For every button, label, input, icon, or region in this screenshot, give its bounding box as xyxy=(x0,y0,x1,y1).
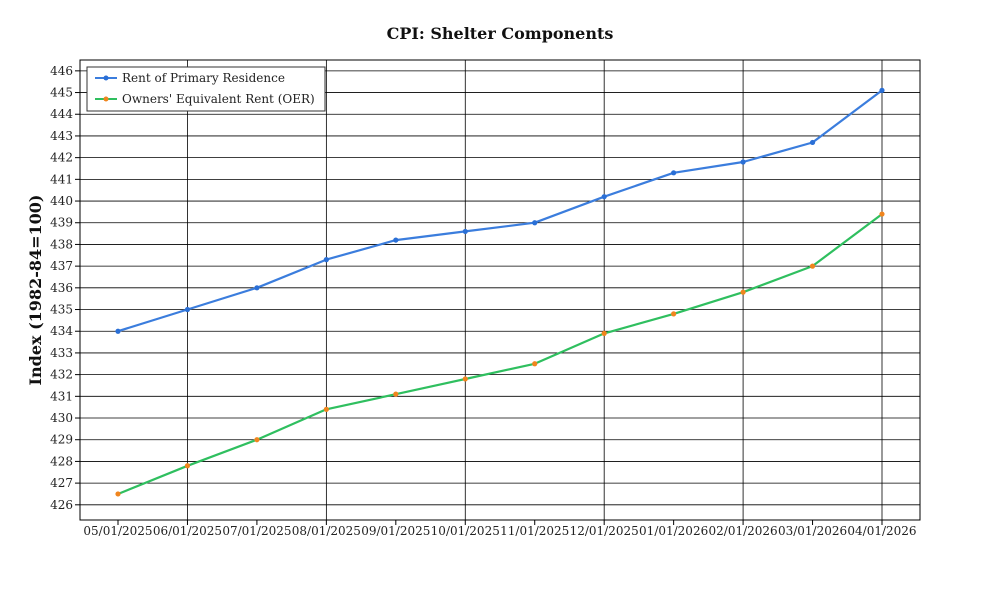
y-tick-label: 442 xyxy=(50,151,73,165)
data-point xyxy=(393,237,399,243)
data-point xyxy=(601,194,607,200)
y-tick-label: 426 xyxy=(50,498,73,512)
y-tick-label: 443 xyxy=(50,129,73,143)
y-tick-label: 431 xyxy=(50,389,73,403)
data-point xyxy=(532,220,538,226)
x-tick-label: 09/01/2025 xyxy=(361,524,430,538)
data-point xyxy=(184,306,191,313)
data-point xyxy=(323,406,329,412)
data-point xyxy=(809,139,816,146)
legend-label-oer: Owners' Equivalent Rent (OER) xyxy=(122,92,315,106)
y-tick-label: 432 xyxy=(50,368,73,382)
series-layer xyxy=(115,87,885,497)
x-tick-label: 08/01/2025 xyxy=(292,524,361,538)
data-point xyxy=(115,328,121,334)
data-point xyxy=(879,211,885,217)
y-tick-label: 444 xyxy=(50,107,73,121)
y-tick-label: 434 xyxy=(50,324,73,338)
x-tick-label: 10/01/2025 xyxy=(431,524,500,538)
data-point xyxy=(740,159,746,165)
x-tick-label: 07/01/2025 xyxy=(222,524,291,538)
chart-title: CPI: Shelter Components xyxy=(387,24,614,43)
x-tick-label: 04/01/2026 xyxy=(847,524,916,538)
x-tick-label: 01/01/2026 xyxy=(639,524,708,538)
data-point xyxy=(671,311,677,317)
x-tick-label: 03/01/2026 xyxy=(778,524,847,538)
y-tick-label: 435 xyxy=(50,303,73,317)
data-point xyxy=(115,491,121,497)
data-point xyxy=(254,285,260,291)
series-line-0 xyxy=(117,89,883,333)
legend-marker-oer xyxy=(103,96,109,102)
data-point xyxy=(184,463,191,469)
data-point xyxy=(323,257,329,263)
y-tick-label: 436 xyxy=(50,281,73,295)
x-tick-label: 11/01/2025 xyxy=(500,524,569,538)
y-tick-label: 445 xyxy=(50,86,73,100)
legend-box xyxy=(86,66,326,112)
x-tick-label: 06/01/2025 xyxy=(153,524,222,538)
x-tick-label: 05/01/2025 xyxy=(83,524,152,538)
legend: Rent of Primary Residence Owners' Equiva… xyxy=(86,66,326,112)
y-tick-label: 428 xyxy=(50,454,73,468)
data-point xyxy=(671,170,677,176)
y-tick-label: 429 xyxy=(50,433,73,447)
data-point xyxy=(462,228,468,235)
y-tick-label: 437 xyxy=(50,259,73,273)
series-line-1 xyxy=(117,213,883,496)
x-tick-label: 12/01/2025 xyxy=(570,524,639,538)
data-point xyxy=(879,87,885,93)
y-tick-label: 430 xyxy=(50,411,73,425)
data-point xyxy=(254,437,260,443)
y-axis-label: Index (1982-84=100) xyxy=(26,195,45,386)
data-point xyxy=(462,376,468,382)
axes: 426 427 428 429 430 431 432 433 434 435 436 437 438 4… xyxy=(50,59,921,538)
data-point xyxy=(809,263,816,269)
y-tick-label: 438 xyxy=(50,237,73,251)
data-point xyxy=(532,361,538,367)
legend-label-rent: Rent of Primary Residence xyxy=(122,71,285,85)
y-tick-label: 439 xyxy=(50,216,73,230)
data-point xyxy=(601,330,607,336)
legend-marker-rent xyxy=(103,75,109,81)
data-point xyxy=(393,391,399,397)
y-tick-label: 440 xyxy=(50,194,73,208)
grid xyxy=(80,60,920,520)
y-tick-label: 433 xyxy=(50,346,73,360)
data-point xyxy=(740,289,746,295)
y-tick-label: 446 xyxy=(50,64,73,78)
y-tick-label: 441 xyxy=(50,172,73,186)
x-tick-label: 02/01/2026 xyxy=(709,524,778,538)
plot-frame xyxy=(79,59,921,521)
y-tick-label: 427 xyxy=(50,476,73,490)
